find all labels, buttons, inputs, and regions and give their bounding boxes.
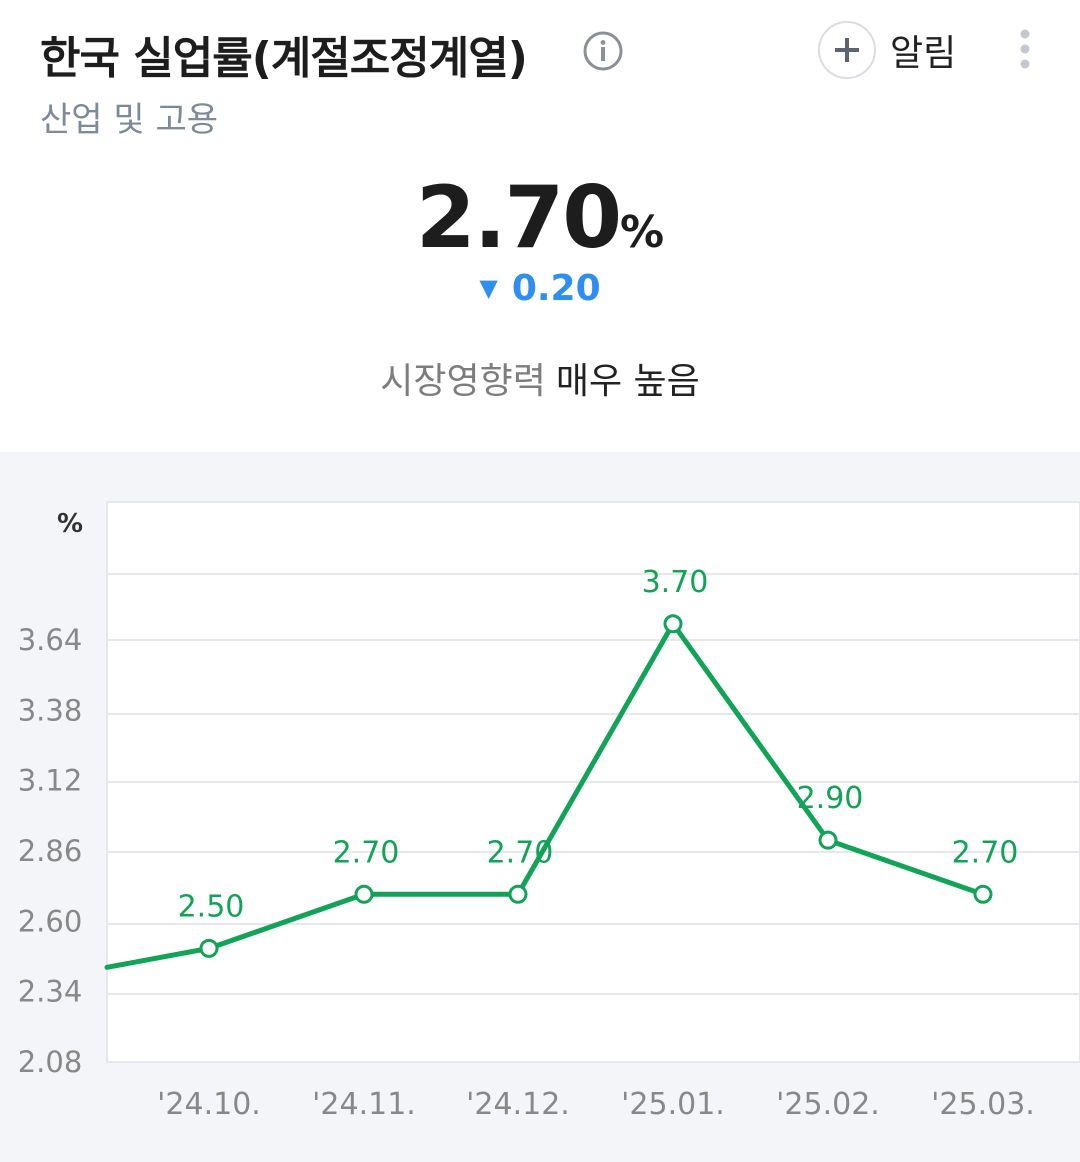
line-chart: % 3.64 3.38 3.12 2.86 2.60 2.34 2.08 '24.10. '24.… [18, 501, 1080, 1122]
current-value-number: 2.70 [415, 168, 622, 268]
down-triangle-icon: ▼ [479, 274, 498, 302]
x-tick-label: '25.03. [931, 1087, 1035, 1122]
data-label: 3.70 [642, 565, 709, 600]
y-tick-label: 2.08 [18, 1045, 83, 1079]
x-tick-label: '25.02. [776, 1087, 880, 1122]
change-value: 0.20 [511, 268, 601, 309]
indicator-header: 한국 실업률(계절조정계열) 산업 및 고용 알림 2.70% ▼ 0.20 시장… [0, 0, 1080, 452]
data-label: 2.70 [333, 835, 400, 870]
info-icon[interactable] [582, 30, 624, 72]
y-tick-label: 3.64 [18, 623, 83, 657]
market-impact-value: 매우 높음 [555, 361, 700, 402]
data-point [199, 938, 219, 958]
plus-icon [818, 21, 876, 79]
change-indicator: ▼ 0.20 [0, 268, 1080, 309]
market-impact: 시장영향력 매우 높음 [0, 352, 1080, 404]
x-tick-label: '24.12. [466, 1087, 570, 1122]
category-label: 산업 및 고용 [40, 100, 219, 140]
market-impact-label: 시장영향력 [380, 361, 546, 402]
data-label: 2.70 [952, 835, 1019, 870]
data-label: 2.50 [178, 889, 245, 924]
current-value-unit: % [620, 207, 665, 258]
y-tick-label: 3.38 [18, 693, 83, 727]
data-point [818, 830, 838, 850]
alert-label: 알림 [890, 33, 957, 74]
y-tick-label: 2.86 [18, 834, 83, 868]
y-tick-label: 3.12 [18, 764, 83, 798]
add-alert-button[interactable]: 알림 [818, 20, 956, 80]
more-options-icon[interactable] [1010, 28, 1040, 70]
x-tick-label: '24.10. [157, 1087, 261, 1122]
x-tick-label: '24.11. [312, 1087, 416, 1122]
data-label: 2.70 [487, 835, 554, 870]
y-axis-unit: % [57, 509, 83, 539]
page-title: 한국 실업률(계절조정계열) [40, 33, 528, 84]
data-point [973, 884, 993, 904]
current-value: 2.70% [0, 168, 1080, 268]
y-tick-label: 2.60 [18, 904, 83, 938]
y-tick-label: 2.34 [18, 975, 83, 1009]
data-label: 2.90 [797, 781, 864, 816]
chart-area: % 3.64 3.38 3.12 2.86 2.60 2.34 2.08 '24.10. '24.… [0, 452, 1080, 1162]
data-point [663, 614, 683, 634]
x-tick-label: '25.01. [621, 1087, 725, 1122]
data-point [354, 884, 374, 904]
data-point [508, 884, 528, 904]
